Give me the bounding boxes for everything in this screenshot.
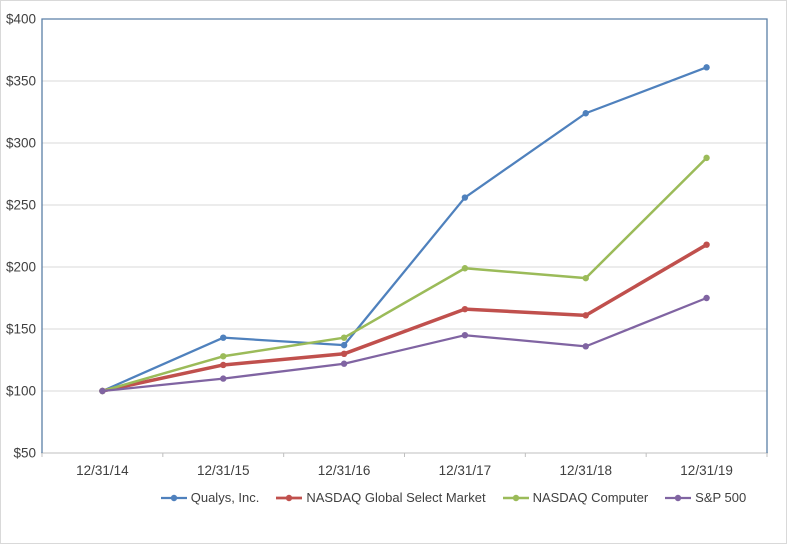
y-axis-label: $350 [6,74,36,89]
data-point [582,274,589,282]
data-point [220,375,227,382]
data-point [220,353,227,360]
y-axis-label: $100 [6,384,36,399]
data-point [461,332,469,339]
y-axis-label: $250 [6,198,36,213]
data-point [340,360,348,367]
y-axis-label: $400 [6,12,36,27]
x-axis-label: 12/31/19 [680,463,733,478]
series-line-3 [101,156,708,393]
y-axis-label: $200 [6,260,36,275]
data-point [461,265,469,272]
x-axis-label: 12/31/16 [318,463,371,478]
x-axis-label: 12/31/14 [76,463,129,478]
x-axis-label: 12/31/17 [439,463,492,478]
data-point [220,361,227,369]
legend-label: NASDAQ Computer [532,490,649,505]
legend-marker-icon [160,494,187,501]
legend-marker-icon [276,494,303,501]
data-point [220,334,227,341]
data-point [703,64,710,71]
data-point [340,341,348,349]
legend-item-1: Qualys, Inc. [160,490,260,505]
legend-item-3: NASDAQ Computer [502,490,649,505]
y-axis-label: $300 [6,136,36,151]
series-line-4 [101,296,708,393]
x-axis-label: 12/31/15 [197,463,250,478]
data-point [703,294,710,302]
data-point [99,387,106,395]
legend-label: Qualys, Inc. [190,490,260,505]
legend-label: S&P 500 [695,490,747,505]
legend-label: NASDAQ Global Select Market [306,490,486,505]
legend-item-2: NASDAQ Global Select Market [276,490,486,505]
data-point [703,241,710,248]
chart-legend: Qualys, Inc. NASDAQ Global Select Market N… [1,490,787,505]
x-axis-label: 12/31/18 [559,463,612,478]
series-line-1 [101,66,708,393]
legend-item-4: S&P 500 [665,490,746,505]
data-point [340,350,348,357]
data-point [582,312,589,319]
y-axis-label: $50 [13,446,36,461]
data-point [703,154,710,162]
data-point [582,110,589,117]
data-point [340,334,348,341]
series-line-2 [100,242,709,393]
data-point [582,343,589,350]
legend-marker-icon [665,494,692,501]
legend-marker-icon [502,494,529,501]
data-point [461,305,469,313]
y-axis-label: $150 [6,322,36,337]
plot-border [41,18,768,453]
data-point [461,194,469,201]
